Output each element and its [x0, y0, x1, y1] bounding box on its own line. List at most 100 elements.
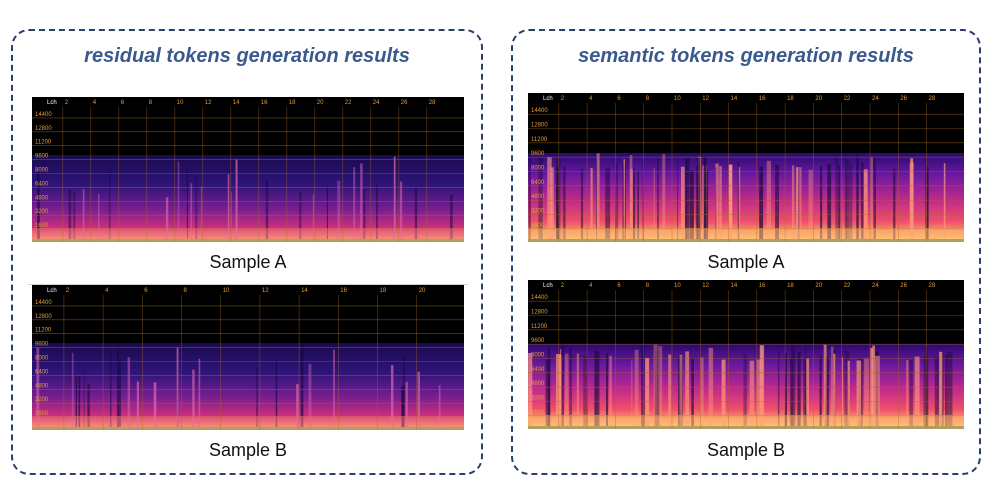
streak — [594, 349, 597, 426]
y-tick-label: 4800 — [35, 195, 49, 201]
x-tick-label: 4 — [589, 283, 593, 289]
streak — [749, 360, 755, 426]
x-tick-label: 10 — [674, 283, 681, 289]
streak — [300, 344, 304, 427]
low-band — [528, 415, 964, 426]
streak — [835, 158, 839, 239]
streak — [728, 164, 733, 239]
x-tick-label: 6 — [617, 283, 621, 289]
y-tick-label: 6400 — [531, 367, 545, 373]
streak — [847, 360, 850, 426]
x-tick-label: 14 — [731, 283, 738, 289]
x-tick-label: 4 — [93, 100, 97, 106]
streak — [605, 167, 611, 239]
streak — [685, 158, 690, 239]
streak — [662, 154, 666, 239]
streak — [715, 167, 717, 239]
x-tick-label: 26 — [900, 96, 907, 102]
energy-band — [32, 155, 464, 239]
streak — [405, 382, 408, 427]
x-tick-label: 4 — [589, 96, 593, 102]
streak — [393, 156, 396, 239]
streak — [399, 181, 403, 239]
streak — [296, 384, 299, 427]
streak — [926, 166, 929, 239]
streak — [78, 376, 81, 427]
streak — [556, 354, 561, 426]
x-tick-label: 20 — [419, 288, 426, 294]
streak — [195, 177, 198, 239]
corner-label: Lch — [543, 96, 553, 102]
spectrogram-semantic-sample-a: 14400 12800 11200 9600 8000 6400 4800 3200 1600 2… — [528, 93, 964, 242]
streak — [550, 167, 554, 239]
streak — [820, 166, 823, 239]
streak — [657, 157, 659, 239]
streak — [761, 349, 763, 426]
streak — [799, 167, 802, 239]
x-tick-label: 18 — [289, 100, 296, 106]
streak — [631, 360, 633, 426]
streak — [136, 381, 139, 427]
bottom-edge — [528, 239, 964, 242]
streak — [37, 171, 40, 239]
spectrogram-semantic-sample-b: 14400 12800 11200 9600 8000 6400 4800 3200 1600 2… — [528, 280, 964, 429]
streak — [417, 371, 420, 427]
streak — [873, 157, 876, 239]
streak — [797, 168, 800, 239]
streak — [606, 352, 608, 426]
spectrogram-residual-sample-b: 14400 12800 11200 9600 8000 6400 4800 3200 1600 2… — [32, 285, 464, 430]
y-tick-label: 11200 — [531, 324, 548, 330]
streak — [856, 360, 862, 426]
streak — [547, 346, 551, 426]
streak — [943, 163, 946, 239]
y-tick-label: 1600 — [35, 223, 49, 229]
streak — [414, 188, 418, 239]
streak — [312, 194, 314, 239]
streak — [841, 357, 843, 426]
y-tick-label: 9600 — [531, 151, 545, 157]
streak — [609, 355, 612, 426]
x-tick-label: 2 — [561, 283, 565, 289]
x-tick-label: 6 — [617, 96, 621, 102]
streak — [265, 180, 269, 239]
streak — [538, 157, 543, 239]
y-tick-label: 8000 — [531, 166, 545, 172]
streak — [789, 357, 794, 426]
x-tick-label: 6 — [144, 288, 148, 294]
streak — [860, 162, 864, 239]
streak — [630, 169, 634, 239]
streak — [910, 158, 914, 239]
y-tick-label: 4800 — [531, 194, 545, 200]
spectrogram-residual-sample-a: 14400 12800 11200 9600 8000 6400 4800 3200 1600 2… — [32, 97, 464, 242]
streak — [808, 169, 813, 239]
x-tick-label: 14 — [233, 100, 240, 106]
streak — [691, 358, 694, 426]
streak — [844, 351, 850, 426]
y-tick-label: 12800 — [35, 314, 52, 320]
energy-band — [528, 153, 964, 239]
y-tick-label: 9600 — [35, 342, 49, 348]
streak — [36, 347, 40, 427]
streak — [595, 351, 600, 426]
streak — [547, 157, 552, 239]
streak — [658, 346, 663, 426]
streak — [872, 345, 875, 426]
streak — [118, 358, 121, 427]
x-tick-label: 4 — [105, 288, 109, 294]
y-tick-label: 6400 — [35, 181, 49, 187]
streak — [186, 168, 188, 239]
streak — [108, 170, 111, 239]
streak — [856, 153, 859, 239]
streak — [838, 165, 841, 239]
streak — [82, 189, 85, 239]
x-tick-label: 2 — [561, 96, 565, 102]
x-tick-label: 28 — [929, 283, 936, 289]
streak — [235, 159, 238, 239]
streak — [830, 346, 834, 426]
streak — [645, 357, 650, 426]
x-tick-label: 10 — [674, 96, 681, 102]
streak — [893, 168, 896, 239]
y-tick-label: 9600 — [35, 154, 49, 160]
bottom-edge — [32, 239, 464, 242]
streak — [689, 170, 694, 239]
